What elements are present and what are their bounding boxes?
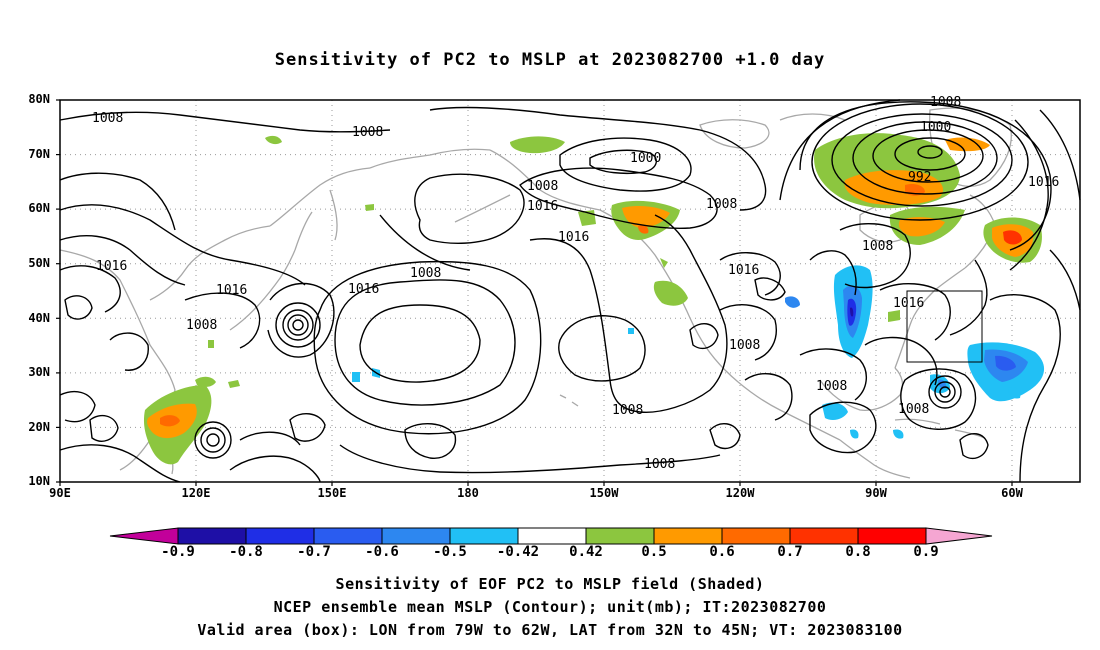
- colorbar-swatch: [381, 527, 451, 545]
- colorbar-tick-label: -0.42: [496, 544, 540, 560]
- lat-label: 40N: [28, 311, 50, 325]
- colorbar-tick-label: -0.9: [161, 544, 195, 560]
- lon-label: 90W: [865, 486, 887, 500]
- plot-title: Sensitivity of PC2 to MSLP at 2023082700…: [274, 50, 826, 70]
- colorbar-swatch: [721, 527, 791, 545]
- lon-label: 120W: [725, 486, 755, 500]
- lat-label: 80N: [28, 92, 50, 106]
- contour-labels: 1008 1008 1008 1000 1000 992 1016 1008 1…: [92, 95, 1059, 472]
- contour-label: 1008: [352, 125, 383, 140]
- lon-label: 120E: [181, 486, 211, 500]
- colorbar-swatch: [789, 527, 859, 545]
- lon-label: 60W: [1001, 486, 1023, 500]
- colorbar-swatch: [177, 527, 247, 545]
- colorbar-swatch: [925, 527, 993, 545]
- colorbar-swatch: [313, 527, 383, 545]
- colorbar-swatch: [109, 527, 179, 545]
- contour-label: 1008: [930, 95, 961, 110]
- lat-label: 30N: [28, 365, 50, 379]
- map-frame: [59, 99, 1081, 483]
- contour-label: 1008: [729, 338, 760, 353]
- contour-label: 1008: [186, 318, 217, 333]
- lon-label: 150E: [317, 486, 347, 500]
- contour-label: 1008: [898, 402, 929, 417]
- contour-label: 1008: [527, 179, 558, 194]
- caption-contour: NCEP ensemble mean MSLP (Contour); unit(…: [273, 598, 827, 616]
- contour-label: 1016: [728, 263, 759, 278]
- contour-label: 1016: [96, 259, 127, 274]
- contour-label: 1016: [558, 230, 589, 245]
- contour-label: 1016: [893, 296, 924, 311]
- contour-label: 1016: [527, 199, 558, 214]
- contour-label: 1008: [816, 379, 847, 394]
- contour-label: 1016: [348, 282, 379, 297]
- colorbar-swatch: [585, 527, 655, 545]
- colorbar-tick-label: -0.8: [229, 544, 263, 560]
- caption-valid-area: Valid area (box): LON from 79W to 62W, L…: [197, 621, 903, 639]
- colorbar-tick-label: 0.6: [709, 544, 735, 560]
- colorbar-swatch: [857, 527, 927, 545]
- caption-shading: Sensitivity of EOF PC2 to MSLP field (Sh…: [335, 575, 765, 593]
- contour-label: 1008: [92, 111, 123, 126]
- lat-label: 20N: [28, 420, 50, 434]
- contour-label: 1008: [410, 266, 441, 281]
- lat-label: 10N: [28, 474, 50, 488]
- contour-label: 1008: [862, 239, 893, 254]
- contour-label: 1016: [1028, 175, 1059, 190]
- colorbar-tick-label: 0.42: [569, 544, 603, 560]
- colorbar-tick-label: 0.8: [845, 544, 871, 560]
- colorbar-tick-label: -0.5: [433, 544, 467, 560]
- lon-label: 180: [457, 486, 479, 500]
- contour-label: 1008: [706, 197, 737, 212]
- contour-label: 992: [908, 170, 931, 185]
- colorbar-swatch: [653, 527, 723, 545]
- contour-label: 1008: [612, 403, 643, 418]
- sensitivity-shading: [143, 133, 1045, 465]
- contour-label: 1000: [630, 151, 661, 166]
- lon-label: 150W: [589, 486, 619, 500]
- colorbar-swatch: [245, 527, 315, 545]
- lat-label: 60N: [28, 201, 50, 215]
- colorbar-tick-label: 0.5: [641, 544, 667, 560]
- colorbar-tick-label: 0.7: [777, 544, 803, 560]
- colorbar-tick-label: -0.6: [365, 544, 399, 560]
- colorbar-swatch: [449, 527, 519, 545]
- contour-label: 1008: [644, 457, 675, 472]
- axis-ticks: [56, 99, 1013, 486]
- lat-label: 50N: [28, 256, 50, 270]
- colorbar-tick-label: 0.9: [913, 544, 939, 560]
- contour-label: 1000: [920, 120, 951, 135]
- contour-label: 1016: [216, 283, 247, 298]
- lon-label: 90E: [49, 486, 71, 500]
- valid-area-box: [906, 290, 983, 363]
- lat-label: 70N: [28, 147, 50, 161]
- mslp-contours: [59, 99, 1081, 483]
- colorbar-swatch: [517, 527, 587, 545]
- colorbar: [109, 527, 993, 545]
- colorbar-tick-label: -0.7: [297, 544, 331, 560]
